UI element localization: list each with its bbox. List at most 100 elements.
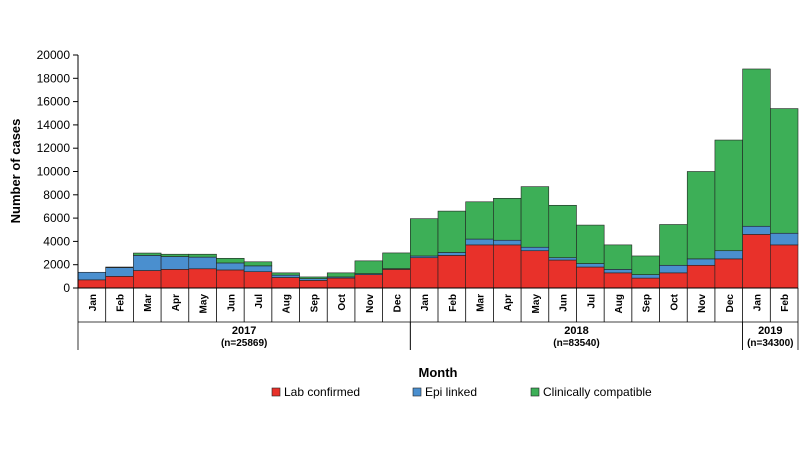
bar-segment-lab-confirmed <box>354 274 383 289</box>
bar-segment-lab-confirmed <box>548 259 577 289</box>
bar-segment-lab-confirmed <box>465 244 494 289</box>
bar-segment-lab-confirmed <box>603 272 633 289</box>
x-tick-label: Nov <box>697 294 708 313</box>
bar-segment-clinically-compatible <box>271 272 300 276</box>
x-tick-label: Jul <box>254 294 265 309</box>
bar-segment-clinically-compatible <box>520 186 550 248</box>
bar-segment-epi-linked <box>77 271 106 281</box>
bar-segment-clinically-compatible <box>603 244 633 270</box>
bar-segment-clinically-compatible <box>742 68 771 227</box>
y-tick-label: 0 <box>63 281 70 295</box>
year-label: 2018 <box>564 325 588 337</box>
legend-label: Lab confirmed <box>284 385 360 399</box>
bar-segment-clinically-compatible <box>382 252 411 269</box>
bar-segment-clinically-compatible <box>299 276 328 279</box>
y-tick-label: 12000 <box>37 141 71 155</box>
bar-segment-lab-confirmed <box>160 269 190 289</box>
bar-segment-clinically-compatible <box>326 272 356 278</box>
bar-segment-clinically-compatible <box>493 197 522 241</box>
bar-segment-clinically-compatible <box>686 171 716 260</box>
bar-segment-lab-confirmed <box>216 269 245 289</box>
bar-segment-epi-linked <box>133 255 162 271</box>
x-tick-label: Apr <box>503 294 514 311</box>
x-tick-label: Jul <box>586 294 597 309</box>
bar-segment-epi-linked <box>105 267 134 277</box>
bar-segment-clinically-compatible <box>576 224 605 264</box>
y-tick-label: 6000 <box>43 211 70 225</box>
x-tick-label: Sep <box>309 294 320 312</box>
bar-segment-lab-confirmed <box>382 269 411 289</box>
x-tick-label: Aug <box>282 294 293 313</box>
x-tick-label: Feb <box>780 294 791 312</box>
y-tick-label: 18000 <box>37 71 71 85</box>
x-axis-labels: Jan Feb Mar Apr May Jun Jul Aug Sep Oct Nov Dec Jan F… <box>77 288 799 350</box>
bar-segment-clinically-compatible <box>437 210 466 253</box>
year-count-label: (n=34300) <box>747 338 793 349</box>
x-tick-label: Jan <box>752 294 763 311</box>
bar-segment-lab-confirmed <box>576 266 605 289</box>
bar-segment-clinically-compatible <box>631 255 660 275</box>
year-label: 2019 <box>758 325 782 337</box>
bar-segment-clinically-compatible <box>410 218 439 257</box>
x-tick-label: Dec <box>725 294 736 313</box>
y-tick-label: 14000 <box>37 118 71 132</box>
bar-segment-lab-confirmed <box>770 244 799 289</box>
legend-swatch <box>412 387 422 397</box>
x-tick-label: Oct <box>669 293 680 310</box>
bar-segment-lab-confirmed <box>493 244 522 289</box>
x-tick-label: Feb <box>448 294 459 312</box>
x-tick-label: Sep <box>642 294 653 312</box>
bar-segment-clinically-compatible <box>354 260 383 274</box>
x-tick-label: Jun <box>226 294 237 312</box>
x-tick-label: Jun <box>559 294 570 312</box>
bar-segment-clinically-compatible <box>659 224 688 266</box>
bar-segment-epi-linked <box>243 265 273 272</box>
y-axis-title: Number of cases <box>8 119 23 224</box>
bar-segment-epi-linked <box>271 274 300 278</box>
bar-segment-lab-confirmed <box>299 280 328 289</box>
bar-segment-lab-confirmed <box>520 250 550 289</box>
bar-segment-epi-linked <box>631 274 660 279</box>
x-tick-label: Nov <box>365 294 376 313</box>
x-tick-label: Jan <box>420 294 431 311</box>
bar-segment-lab-confirmed <box>437 255 466 289</box>
bar-segment-epi-linked <box>714 250 743 260</box>
y-tick-label: 16000 <box>37 95 71 109</box>
bar-segment-lab-confirmed <box>271 277 300 289</box>
x-tick-label: May <box>531 294 542 314</box>
bar-segment-epi-linked <box>603 269 633 274</box>
x-tick-label: May <box>199 294 210 314</box>
bar-segment-epi-linked <box>216 262 245 271</box>
bar-segment-clinically-compatible <box>770 108 799 234</box>
x-tick-label: Dec <box>392 294 403 313</box>
bar-segment-epi-linked <box>548 257 577 261</box>
bar-segment-lab-confirmed <box>105 276 134 289</box>
legend-label: Clinically compatible <box>543 385 652 399</box>
bar-segment-lab-confirmed <box>410 257 439 289</box>
bar-segment-clinically-compatible <box>548 204 577 259</box>
y-tick-label: 10000 <box>37 165 71 179</box>
bar-segment-clinically-compatible <box>465 201 494 240</box>
bar-segment-lab-confirmed <box>714 258 743 289</box>
bar-segment-epi-linked <box>659 264 688 274</box>
y-tick-label: 2000 <box>43 258 70 272</box>
legend: Lab confirmed Epi linked Clinically compat… <box>271 385 652 399</box>
y-axis-ticks: 0 2000 4000 6000 8000 10000 12000 14000 16000 180… <box>37 48 78 295</box>
year-count-label: (n=83540) <box>553 338 599 349</box>
legend-swatch <box>530 387 540 397</box>
x-tick-label: Aug <box>614 294 625 313</box>
bar-segment-epi-linked <box>742 225 771 235</box>
y-tick-label: 4000 <box>43 234 70 248</box>
bar-segment-epi-linked <box>520 246 550 252</box>
x-tick-label: Feb <box>116 294 127 312</box>
bar-segment-lab-confirmed <box>243 271 273 289</box>
x-tick-label: Apr <box>171 294 182 311</box>
bar-segment-clinically-compatible <box>105 266 134 268</box>
bar-segment-lab-confirmed <box>133 270 162 289</box>
bars <box>77 68 799 289</box>
y-tick-label: 20000 <box>37 48 71 62</box>
bar-segment-clinically-compatible <box>714 139 743 252</box>
x-axis-title: Month <box>419 365 458 380</box>
year-count-label: (n=25869) <box>221 338 267 349</box>
